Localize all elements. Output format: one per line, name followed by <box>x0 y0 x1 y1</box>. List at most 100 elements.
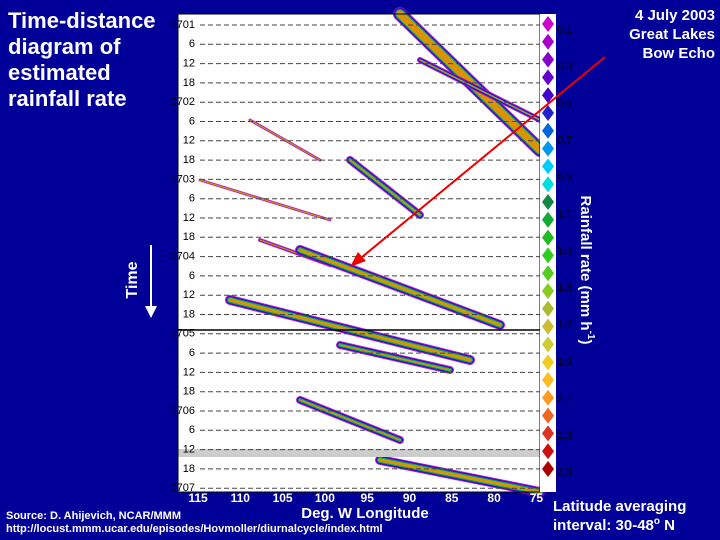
colorbar-tick-label: 0.9 <box>557 172 572 184</box>
text-line: Great Lakes <box>629 26 715 43</box>
colorbar-swatch <box>542 300 554 317</box>
streak <box>299 399 401 441</box>
rain-streaks <box>198 7 547 497</box>
longitude-tick-label: 85 <box>445 491 459 505</box>
time-tick-label: 6 <box>189 424 195 436</box>
colorbar-tick-label: 1.7 <box>557 319 572 331</box>
colorbar-tick-label: 2.3 <box>557 430 572 442</box>
colorbar-swatch <box>542 265 554 282</box>
time-tick-label: 0702 <box>171 96 195 108</box>
latitude-note-end: N <box>660 517 675 534</box>
longitude-tick-label: 100 <box>315 491 335 505</box>
colorbar-tick-label: 0.5 <box>557 98 572 110</box>
text-line: estimated <box>8 60 111 85</box>
latitude-note-main: interval: 30-48 <box>553 517 654 534</box>
time-tick-label: 12 <box>183 212 195 224</box>
text-line: diagram of <box>8 34 121 59</box>
text-line: Time-distance <box>8 8 156 33</box>
colorbar-swatch <box>542 140 554 157</box>
colorbar-swatch <box>542 229 554 246</box>
time-tick-label: 12 <box>183 366 195 378</box>
time-tick-label: 18 <box>183 231 195 243</box>
colorbar-label-main: Rainfall rate (mm h <box>577 196 594 331</box>
latitude-note-1: Latitude averaging <box>553 498 686 515</box>
colorbar-swatch <box>542 176 554 193</box>
colorbar-diamonds: 0.1 0.3 0.5 0.7 0.9 1.1 1.3 1.5 1.7 1.9 2.1 2.3 2.5 <box>542 16 572 479</box>
colorbar-swatch <box>542 247 554 264</box>
text-line: Bow Echo <box>642 45 715 62</box>
streak <box>339 344 451 371</box>
colorbar-swatch <box>542 105 554 121</box>
time-tick-label: 18 <box>183 77 195 89</box>
grid: 0701 6 12 18 0702 6 12 18 0703 6 12 18 0704 6 12 18 0705… <box>171 19 544 505</box>
colorbar-swatch <box>542 16 554 32</box>
time-tick-label: 0705 <box>171 328 195 340</box>
time-arrow-head <box>145 306 157 318</box>
streak <box>378 458 542 494</box>
colorbar-swatch <box>542 122 554 139</box>
longitude-tick-label: 105 <box>273 491 293 505</box>
longitude-tick-label: 75 <box>530 491 544 505</box>
time-tick-label: 0704 <box>171 251 195 263</box>
colorbar-tick-label: 0.1 <box>557 24 572 36</box>
missing-band <box>178 449 540 457</box>
time-tick-label: 12 <box>183 444 195 456</box>
source-1: Source: D. Ahijevich, NCAR/MMM <box>6 510 181 522</box>
colorbar-tick-label: 1.1 <box>557 208 572 220</box>
colorbar-swatch <box>542 461 554 477</box>
colorbar-swatch <box>542 389 554 406</box>
colorbar-swatch <box>542 211 554 228</box>
colorbar-tick-label: 2.5 <box>557 467 572 479</box>
pointer-arrow <box>355 56 606 263</box>
time-tick-label: 18 <box>183 154 195 166</box>
colorbar-swatch <box>542 51 554 68</box>
streak <box>298 248 502 327</box>
colorbar-swatch <box>542 283 554 299</box>
longitude-label: Deg. W Longitude <box>301 505 428 522</box>
event: 4 July 2003 Great Lakes Bow Echo <box>629 7 715 62</box>
colorbar-label-end: ) <box>577 339 594 344</box>
colorbar-label-sup: -1 <box>585 331 596 340</box>
title: Time-distance diagram of estimated rainfall… <box>8 8 156 111</box>
time-tick-label: 6 <box>189 347 195 359</box>
latitude-note-degree: o <box>654 516 660 527</box>
colorbar-swatch <box>542 354 554 371</box>
time-tick-label: 12 <box>183 135 195 147</box>
colorbar-tick-label: 1.3 <box>557 245 572 257</box>
colorbar-swatch <box>542 194 554 210</box>
colorbar-swatch <box>542 407 554 424</box>
time-tick-label: 12 <box>183 58 195 70</box>
time-tick-label: 0706 <box>171 405 195 417</box>
time-tick-label: 0707 <box>171 482 195 494</box>
streak <box>349 159 421 216</box>
time-tick-label: 18 <box>183 463 195 475</box>
streak <box>199 179 331 221</box>
colorbar-swatch <box>542 158 554 175</box>
colorbar-swatch <box>542 336 554 353</box>
source-2: http://locust.mmm.ucar.edu/episodes/Hovm… <box>6 523 383 535</box>
streak <box>419 59 541 121</box>
colorbar-swatch <box>542 69 554 86</box>
time-tick-label: 0701 <box>171 19 195 31</box>
time-tick-label: 6 <box>189 193 195 205</box>
text-line: rainfall rate <box>8 86 127 111</box>
streak <box>249 119 321 161</box>
latitude-note-2: interval: 30-48o N <box>553 516 675 534</box>
time-tick-label: 12 <box>183 289 195 301</box>
time-tick-label: 18 <box>183 386 195 398</box>
longitude-tick-label: 110 <box>231 491 251 505</box>
time-tick-label: 6 <box>189 270 195 282</box>
longitude-tick-label: 95 <box>361 491 375 505</box>
colorbar-swatch <box>542 318 554 335</box>
colorbar-swatch <box>542 443 554 460</box>
colorbar-tick-label: 0.7 <box>557 135 572 147</box>
time-label: Time <box>124 261 141 298</box>
time-tick-label: 6 <box>189 38 195 50</box>
longitude-tick-label: 90 <box>403 491 417 505</box>
colorbar-tick-label: 1.9 <box>557 356 572 368</box>
colorbar-swatch <box>542 33 554 50</box>
longitude-tick-label: 80 <box>487 491 501 505</box>
time-tick-label: 6 <box>189 115 195 127</box>
pointer-arrow-head <box>350 252 366 267</box>
